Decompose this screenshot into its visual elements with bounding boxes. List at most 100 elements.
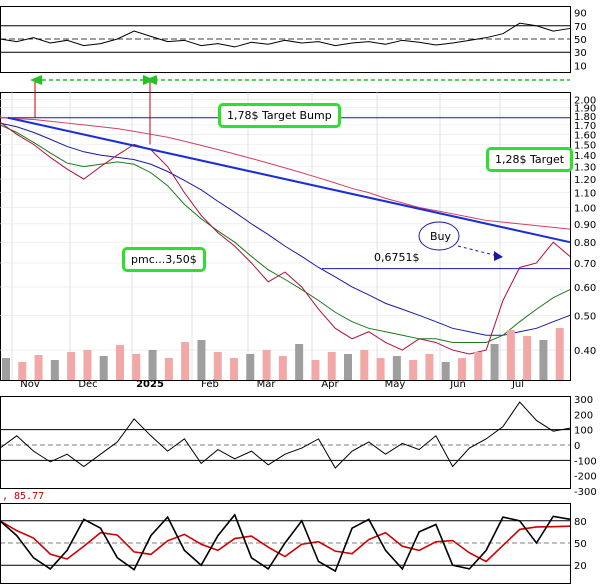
cci-frame bbox=[0, 396, 571, 489]
rsi-tick-label: 90 bbox=[574, 9, 587, 20]
x-tick-label: Nov bbox=[20, 379, 40, 390]
stoch-frame bbox=[0, 503, 571, 584]
volume-bar bbox=[181, 342, 190, 380]
ma-long-line bbox=[0, 117, 571, 230]
volume-bar bbox=[458, 358, 466, 380]
chart-grid bbox=[0, 6, 571, 584]
volume-bar bbox=[83, 350, 92, 380]
x-tick-label: Jul bbox=[511, 379, 524, 390]
volume-bar bbox=[376, 358, 385, 380]
volume-bar bbox=[474, 352, 483, 380]
x-tick-label: May bbox=[385, 379, 406, 390]
pmc-label: pmc...3,50$ bbox=[122, 247, 206, 272]
volume-bar bbox=[148, 350, 157, 380]
volume-bar bbox=[197, 340, 206, 380]
stoch-d-line bbox=[0, 520, 571, 563]
rsi-tick-label: 70 bbox=[574, 22, 587, 33]
volume-bar bbox=[344, 354, 352, 380]
x-tick-label: Mar bbox=[257, 379, 277, 390]
trendline bbox=[7, 116, 571, 244]
volume-bar bbox=[506, 330, 515, 380]
price-tick-label: 1.80 bbox=[574, 112, 596, 123]
volume-bar bbox=[18, 362, 27, 380]
price-tick-label: 1.60 bbox=[574, 130, 596, 141]
volume-bar bbox=[116, 345, 124, 380]
volume-bar bbox=[490, 344, 499, 380]
cci-tick-label: -200 bbox=[574, 472, 597, 483]
volume-bar bbox=[311, 360, 320, 380]
cci-tick-label: 200 bbox=[574, 410, 593, 421]
price-tick-label: 1.00 bbox=[574, 203, 596, 214]
volume-bar bbox=[34, 355, 43, 380]
price-frame bbox=[0, 92, 571, 381]
buy-arrow-head bbox=[494, 251, 503, 261]
rsi-tick-label: 30 bbox=[574, 48, 587, 59]
price-tick-label: 0.70 bbox=[574, 259, 596, 270]
price-tick-label: 1.90 bbox=[574, 104, 596, 115]
stoch-k-line bbox=[0, 513, 571, 573]
volume-bar bbox=[327, 352, 336, 380]
range-arrow-head-mid-right bbox=[145, 75, 157, 85]
volume-bar bbox=[278, 356, 287, 380]
price-tick-label: 1.30 bbox=[574, 163, 596, 174]
cci-tick-label: -100 bbox=[574, 456, 597, 467]
volume-bar bbox=[360, 350, 369, 380]
price-tick-label: 0.50 bbox=[574, 311, 596, 322]
cci-line bbox=[0, 401, 571, 469]
cci-tick-label: 300 bbox=[574, 395, 593, 406]
chart-ticks: Nov Dec 2025 Feb Mar Apr May Jun Jul 90 70 50 30 10 2.… bbox=[20, 9, 596, 573]
stoch-tick-label: 20 bbox=[574, 561, 587, 572]
volume-bar bbox=[555, 328, 564, 380]
volume-bar bbox=[262, 350, 271, 380]
volume-bar bbox=[50, 360, 59, 380]
price-tick-label: 0.80 bbox=[574, 238, 596, 249]
stoch-tick-label: 50 bbox=[574, 539, 587, 550]
volume-bar bbox=[132, 354, 141, 380]
ma-short-line bbox=[0, 124, 571, 343]
rsi-frame bbox=[0, 6, 571, 73]
stoch-tick-label: 80 bbox=[574, 517, 587, 528]
price-tick-label: 1.40 bbox=[574, 151, 596, 162]
price-line bbox=[0, 121, 571, 355]
volume-bar bbox=[523, 336, 532, 380]
x-tick-label: Feb bbox=[201, 379, 219, 390]
volume-bar bbox=[213, 352, 222, 380]
x-tick-label: Apr bbox=[321, 379, 339, 390]
volume-bar bbox=[425, 354, 434, 380]
rsi-tick-label: 10 bbox=[574, 61, 587, 72]
volume-bar bbox=[441, 362, 450, 380]
rsi-tick-label: 50 bbox=[574, 35, 587, 46]
x-tick-label: 2025 bbox=[136, 379, 164, 390]
buy-arrow-line bbox=[457, 245, 499, 257]
price-tick-label: 1.70 bbox=[574, 121, 596, 132]
target-label: 1,28$ Target bbox=[486, 147, 574, 172]
cci-tick-label: 0 bbox=[574, 441, 580, 452]
price-tick-label: 1.10 bbox=[574, 189, 596, 200]
volume-bar bbox=[295, 344, 304, 380]
volume-bar bbox=[67, 352, 76, 380]
target-bump-label: 1,78$ Target Bump bbox=[218, 103, 341, 128]
volume-bar bbox=[99, 356, 108, 380]
volume-bar bbox=[246, 354, 255, 380]
price-tick-label: 0.90 bbox=[574, 220, 596, 231]
ma-mid-line bbox=[0, 122, 571, 336]
volume-bar bbox=[164, 358, 173, 380]
price-tick-label: 0.40 bbox=[574, 346, 596, 357]
cci-tick-label: -300 bbox=[574, 487, 597, 498]
stoch-readout: , 85.77 bbox=[2, 491, 45, 502]
rsi-line bbox=[0, 22, 571, 48]
buy-label: Buy bbox=[430, 230, 452, 243]
volume-bar bbox=[409, 360, 418, 380]
price-tick-label: 1.50 bbox=[574, 140, 596, 151]
price-tick-label: 1.20 bbox=[574, 175, 596, 186]
volume-bar bbox=[392, 356, 401, 380]
volume-bar bbox=[2, 358, 10, 380]
price-tick-label: 2.00 bbox=[574, 96, 596, 107]
volume-bar bbox=[539, 340, 548, 380]
x-tick-label: Dec bbox=[78, 379, 97, 390]
price-tick-label: 0.60 bbox=[574, 283, 596, 294]
volume-bar bbox=[230, 358, 238, 380]
price-level-label: 0,6751$ bbox=[374, 251, 420, 264]
x-tick-label: Jun bbox=[449, 379, 466, 390]
